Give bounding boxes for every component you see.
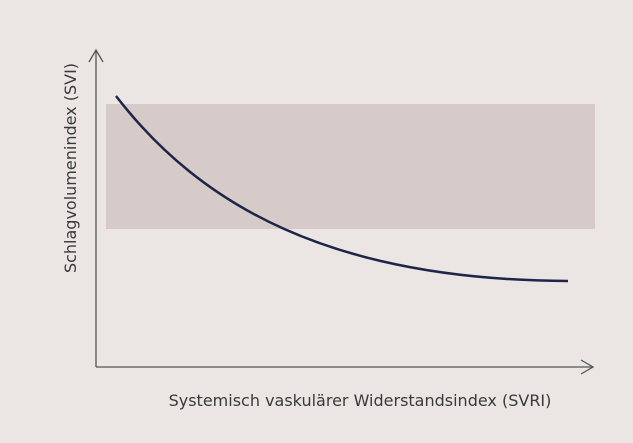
y-axis-arrow xyxy=(88,48,104,63)
x-axis-label: Systemisch vaskulärer Widerstandsindex (… xyxy=(169,391,552,410)
curve xyxy=(115,95,569,283)
x-axis-arrow xyxy=(580,359,595,375)
y-axis-label: Schlagvolumenindex (SVI) xyxy=(61,63,80,273)
target-band xyxy=(106,104,595,229)
